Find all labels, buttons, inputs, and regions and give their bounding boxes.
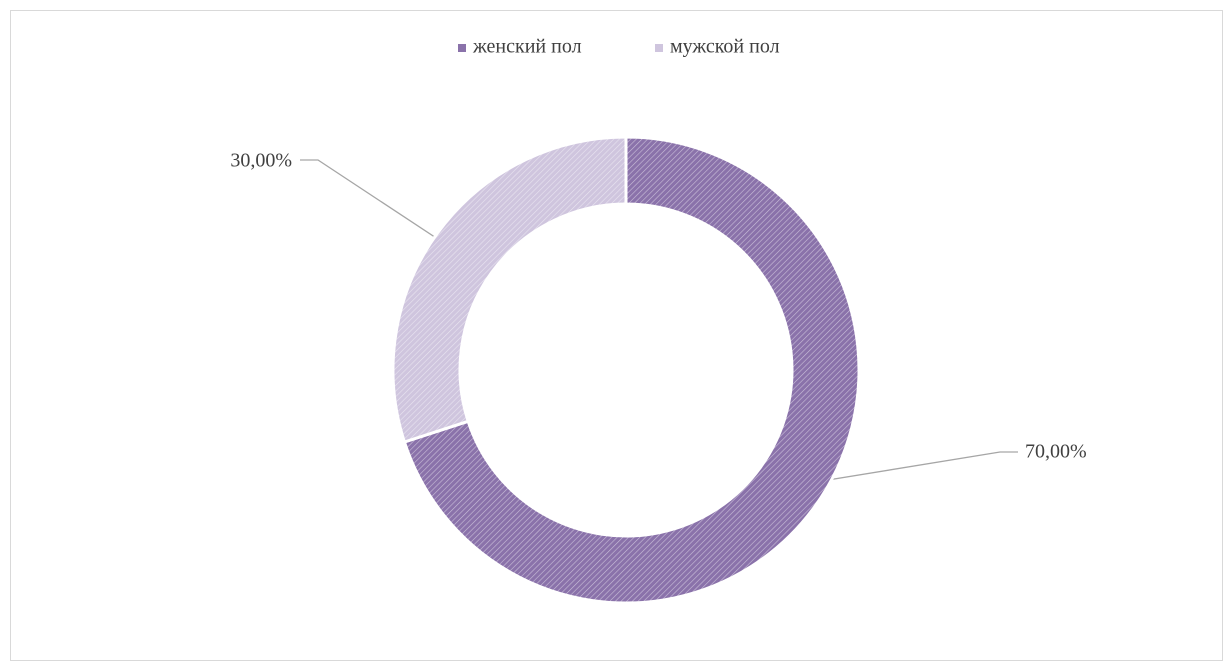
legend-swatch <box>655 44 663 52</box>
legend-label: женский пол <box>472 36 582 58</box>
donut-segment <box>391 135 628 444</box>
data-label: 70,00% <box>1025 441 1087 463</box>
donut-segment <box>402 135 861 605</box>
leader-line <box>300 159 463 256</box>
legend-swatch <box>458 44 466 52</box>
leader-line <box>784 451 1018 488</box>
data-label: 30,00% <box>230 150 292 172</box>
legend-label: мужской пол <box>670 36 780 58</box>
